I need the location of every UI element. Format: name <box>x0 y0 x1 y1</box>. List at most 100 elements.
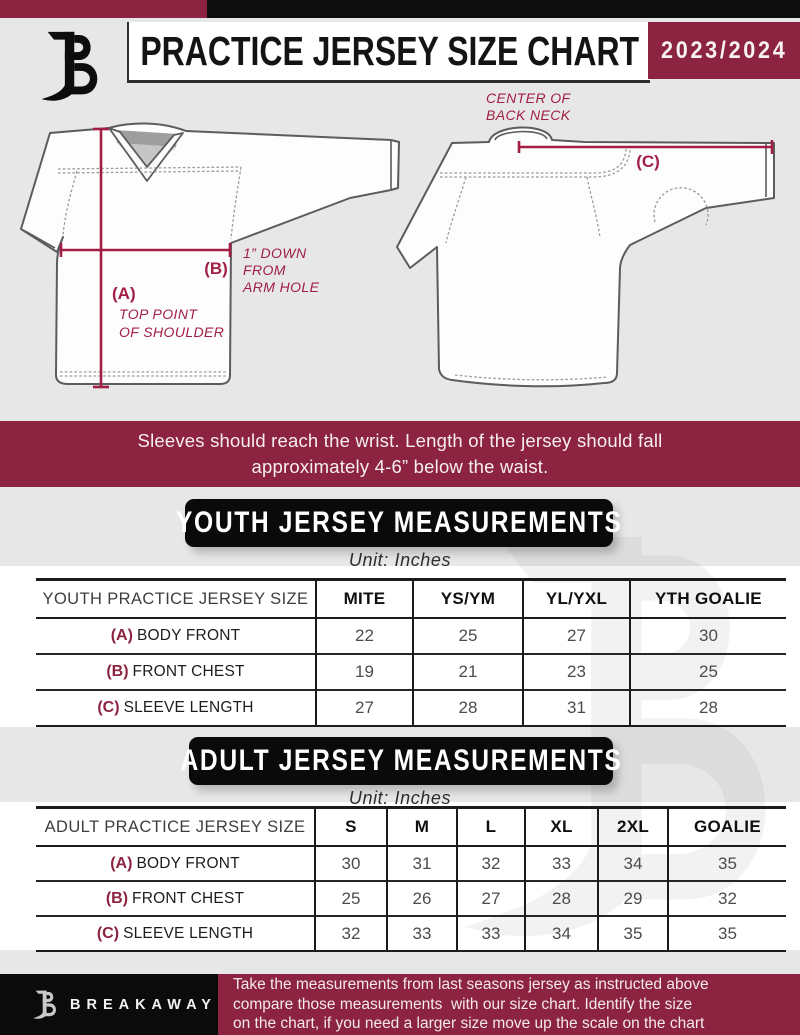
size-header-s: S <box>314 807 387 847</box>
season-label: 2023/2024 <box>660 36 788 64</box>
top-black-bar <box>207 0 800 18</box>
row-key: (A) <box>110 627 133 644</box>
cell-value: 33 <box>386 915 457 951</box>
row-key: (A) <box>110 854 133 872</box>
footer-brand-box: BREAKAWAY <box>0 974 218 1035</box>
jersey-measurement-diagram: (B) 1” DOWN FROM ARM HOLE (A) TOP POINT … <box>20 90 775 389</box>
table-row-front-chest: (B) FRONT CHEST 25 26 27 28 29 32 <box>36 880 786 916</box>
top-accent-bar <box>0 0 207 18</box>
cell-value: 28 <box>412 689 523 726</box>
season-badge: 2023/2024 <box>648 22 800 79</box>
label-b: (B) <box>204 259 228 278</box>
youth-unit-label: Unit: Inches <box>348 550 452 570</box>
row-label: FRONT CHEST <box>132 889 245 907</box>
table-row-body-front: (A) BODY FRONT 22 25 27 30 <box>36 617 786 654</box>
front-jersey: (B) 1” DOWN FROM ARM HOLE (A) TOP POINT … <box>20 122 400 389</box>
cell-value: 25 <box>412 617 523 654</box>
cell-value: 33 <box>456 915 525 951</box>
fit-note-line1: Sleeves should reach the wrist. Length o… <box>137 430 663 451</box>
collar-inner-dark <box>115 130 178 147</box>
cell-value: 34 <box>524 915 598 951</box>
youth-table-header-row: YOUTH PRACTICE JERSEY SIZE MITE YS/YM YL… <box>36 579 786 619</box>
cell-value: 27 <box>315 689 413 726</box>
breakaway-footer-logo-icon <box>28 986 60 1024</box>
cell-value: 30 <box>314 845 387 881</box>
fit-note-banner: Sleeves should reach the wrist. Length o… <box>0 421 800 487</box>
cell-value: 27 <box>522 617 630 654</box>
cell-value: 34 <box>597 845 668 881</box>
back-collar-band <box>494 130 548 141</box>
row-key: (C) <box>96 924 120 942</box>
youth-section-title-box: YOUTH JERSEY MEASUREMENTS <box>176 499 621 547</box>
label-a: (A) <box>112 284 136 303</box>
cell-value: 33 <box>524 845 598 881</box>
cell-value: 25 <box>629 653 786 690</box>
size-header-ylyxl: YL/YXL <box>522 579 630 619</box>
cell-value: 32 <box>456 845 525 881</box>
cell-value: 28 <box>629 689 786 726</box>
footer-instructions-box: Take the measurements from last seasons … <box>218 974 800 1035</box>
b-note-1: 1” DOWN <box>243 245 307 261</box>
table-row-sleeve-length: (C) SLEEVE LENGTH 32 33 33 34 35 35 <box>36 915 786 951</box>
cell-value: 35 <box>667 845 786 881</box>
v-neck-collar <box>108 127 184 182</box>
cell-value: 30 <box>629 617 786 654</box>
row-label: BODY FRONT <box>136 627 241 644</box>
cell-value: 35 <box>597 915 668 951</box>
brand-name: BREAKAWAY <box>70 996 217 1013</box>
footer-note-line3: on the chart, if you need a larger size … <box>233 1015 705 1033</box>
adult-size-column-header: ADULT PRACTICE JERSEY SIZE <box>36 807 315 847</box>
cell-value: 27 <box>456 880 525 916</box>
size-header-mite: MITE <box>315 579 413 619</box>
row-key: (B) <box>105 889 129 907</box>
youth-measurements-table: YOUTH PRACTICE JERSEY SIZE MITE YS/YM YL… <box>36 578 786 727</box>
back-jersey: (C) CENTER OF BACK NECK <box>396 90 775 388</box>
cell-value: 35 <box>667 915 786 951</box>
row-key: (B) <box>106 663 129 680</box>
adult-table-header-row: ADULT PRACTICE JERSEY SIZE S M L XL 2XL … <box>36 807 786 847</box>
adult-section-title-box: ADULT JERSEY MEASUREMENTS <box>180 737 620 785</box>
table-row-sleeve-length: (C) SLEEVE LENGTH 27 28 31 28 <box>36 689 786 726</box>
cell-value: 28 <box>524 880 598 916</box>
page-title-box: PRACTICE JERSEY SIZE CHART <box>127 22 650 83</box>
row-label: BODY FRONT <box>136 854 240 872</box>
size-header-m: M <box>386 807 457 847</box>
fit-note-line2: approximately 4-6” below the waist. <box>251 456 549 477</box>
cell-value: 32 <box>314 915 387 951</box>
a-note-1: TOP POINT <box>119 306 198 322</box>
cell-value: 32 <box>667 880 786 916</box>
row-label: SLEEVE LENGTH <box>123 924 254 942</box>
adult-measurements-table: ADULT PRACTICE JERSEY SIZE S M L XL 2XL … <box>36 806 786 952</box>
size-header-xl: XL <box>524 807 598 847</box>
row-label: FRONT CHEST <box>132 663 245 680</box>
a-note-2: OF SHOULDER <box>119 324 224 340</box>
row-label: SLEEVE LENGTH <box>123 699 254 716</box>
youth-size-column-header: YOUTH PRACTICE JERSEY SIZE <box>36 579 316 619</box>
cell-value: 31 <box>386 845 457 881</box>
page-title: PRACTICE JERSEY SIZE CHART <box>140 27 639 74</box>
size-header-l: L <box>456 807 525 847</box>
c-note-1: CENTER OF <box>486 90 572 106</box>
cell-value: 29 <box>597 880 668 916</box>
size-header-ysym: YS/YM <box>412 579 523 619</box>
cell-value: 23 <box>522 653 630 690</box>
footer-note-line1: Take the measurements from last seasons … <box>233 976 709 994</box>
c-note-2: BACK NECK <box>486 107 571 123</box>
row-key: (C) <box>97 699 120 716</box>
cell-value: 21 <box>412 653 523 690</box>
b-note-2: FROM <box>243 262 286 278</box>
youth-section-title: YOUTH JERSEY MEASUREMENTS <box>175 506 623 539</box>
b-note-3: ARM HOLE <box>242 279 320 295</box>
cell-value: 19 <box>315 653 413 690</box>
label-c: (C) <box>636 152 660 171</box>
cell-value: 25 <box>314 880 387 916</box>
table-row-body-front: (A) BODY FRONT 30 31 32 33 34 35 <box>36 845 786 881</box>
footer-note-line2: compare those measurements with our size… <box>233 995 693 1013</box>
cell-value: 26 <box>386 880 457 916</box>
cell-value: 22 <box>315 617 413 654</box>
adult-unit-label: Unit: Inches <box>348 788 452 808</box>
size-header-goalie: GOALIE <box>667 807 786 847</box>
adult-section-title: ADULT JERSEY MEASUREMENTS <box>180 744 622 777</box>
cell-value: 31 <box>522 689 630 726</box>
